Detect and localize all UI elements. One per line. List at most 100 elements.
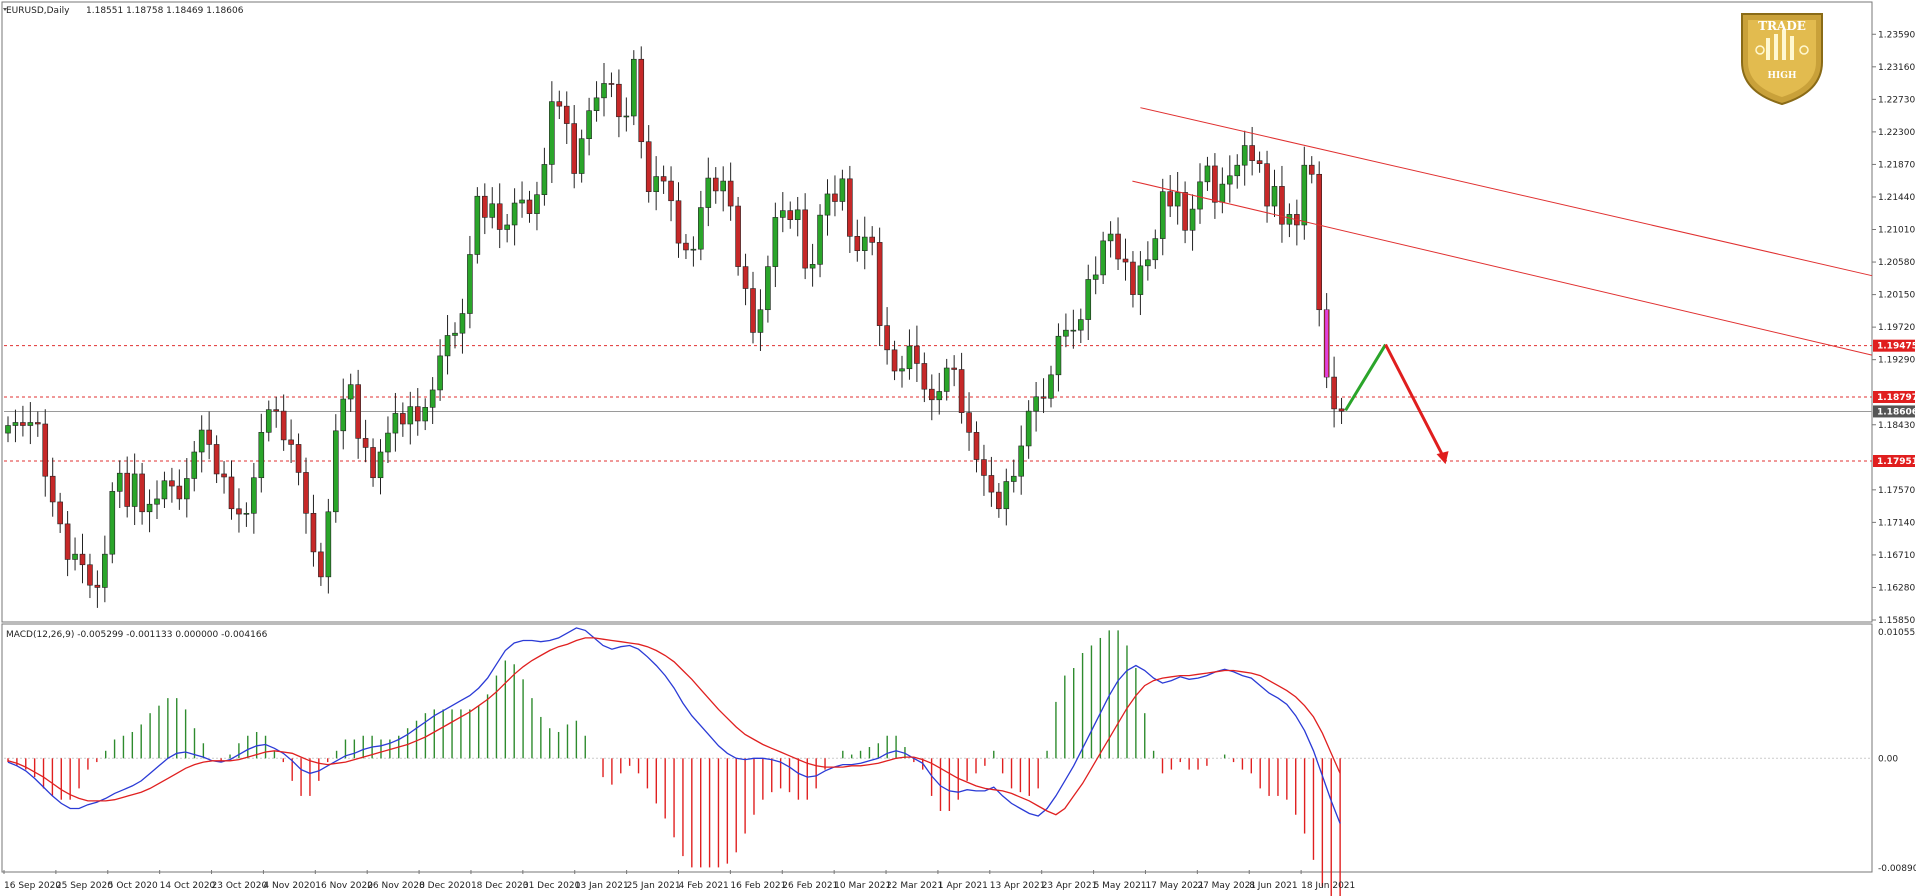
candle[interactable] [757,289,764,351]
candle[interactable] [914,325,920,382]
candle[interactable] [921,352,928,403]
candle[interactable] [1308,156,1315,184]
candle[interactable] [549,81,555,183]
candle[interactable] [1174,172,1181,225]
candle[interactable] [653,156,659,211]
candle[interactable] [1010,459,1017,493]
candle[interactable] [601,63,607,117]
candle[interactable] [57,492,63,533]
collapse-triangle-icon[interactable] [3,8,7,11]
candle[interactable] [1249,126,1255,176]
candle[interactable] [1338,397,1345,424]
candle[interactable] [1331,356,1337,428]
candle[interactable] [1048,365,1054,408]
candle[interactable] [444,315,451,375]
candle[interactable] [928,374,935,421]
candle[interactable] [12,409,19,443]
candle[interactable] [258,413,265,493]
candle[interactable] [1122,238,1129,281]
candle[interactable] [794,196,801,237]
candle[interactable] [481,183,488,235]
candle[interactable] [161,471,168,508]
candle[interactable] [504,214,510,243]
candle[interactable] [109,482,116,564]
candle[interactable] [1197,163,1203,224]
candle[interactable] [310,494,317,567]
candle[interactable] [273,396,280,428]
candle[interactable] [742,253,749,306]
candle[interactable] [586,97,592,156]
candle[interactable] [1107,221,1114,258]
candle[interactable] [124,456,130,518]
candle[interactable] [824,179,831,236]
candle[interactable] [1279,165,1285,243]
candle[interactable] [414,388,421,436]
candle[interactable] [496,183,503,249]
candle[interactable] [459,298,466,354]
candle[interactable] [198,415,205,473]
candle[interactable] [184,458,190,518]
candle[interactable] [340,378,347,450]
candle[interactable] [377,439,384,495]
candle[interactable] [176,469,183,510]
candle[interactable] [362,419,369,463]
candle[interactable] [1212,153,1218,219]
candle[interactable] [906,329,913,380]
candle[interactable] [280,394,287,451]
candle[interactable] [116,460,123,508]
candle[interactable] [988,456,995,507]
candle[interactable] [139,462,145,525]
candle[interactable] [1003,468,1010,526]
candle[interactable] [332,414,339,523]
candle[interactable] [131,453,138,526]
signal-line[interactable] [7,637,1341,816]
candle[interactable] [593,81,600,122]
candle[interactable] [832,175,838,217]
candle[interactable] [347,373,354,412]
candle[interactable] [49,457,56,517]
candle[interactable] [1078,308,1084,344]
candle[interactable] [712,167,719,204]
candle[interactable] [422,398,429,431]
candle[interactable] [1040,378,1047,414]
candle[interactable] [27,402,34,445]
channel-upper-line[interactable] [1140,107,1873,277]
candle[interactable] [884,307,890,365]
candle[interactable] [303,457,309,534]
candle[interactable] [1159,178,1166,256]
candle[interactable] [1182,181,1188,244]
candle[interactable] [1100,231,1106,284]
candle[interactable] [720,166,727,212]
candle[interactable] [1286,203,1293,238]
candle[interactable] [1137,251,1144,316]
candle[interactable] [1204,156,1211,191]
candle[interactable] [772,202,779,288]
candle[interactable] [571,105,578,189]
candle[interactable] [1092,256,1099,295]
candle[interactable] [526,190,533,223]
candle[interactable] [452,322,458,349]
candle[interactable] [869,226,876,256]
candle[interactable] [437,339,443,401]
candle[interactable] [79,533,86,584]
candle[interactable] [146,489,153,533]
candle[interactable] [854,219,861,262]
candle[interactable] [690,236,697,267]
candle[interactable] [34,411,41,437]
candle[interactable] [429,377,436,424]
candle[interactable] [541,147,548,206]
candle[interactable] [511,188,518,246]
candle[interactable] [556,90,563,120]
candle[interactable] [861,216,868,270]
candle[interactable] [966,392,972,451]
candle[interactable] [623,97,630,132]
candle[interactable] [519,181,525,218]
candle[interactable] [94,570,101,608]
candle[interactable] [958,352,965,424]
candle[interactable] [1055,323,1062,392]
candle[interactable] [42,409,49,497]
candle[interactable] [1115,217,1121,270]
candle[interactable] [735,196,741,276]
candle[interactable] [1316,161,1322,327]
candle[interactable] [288,419,294,463]
